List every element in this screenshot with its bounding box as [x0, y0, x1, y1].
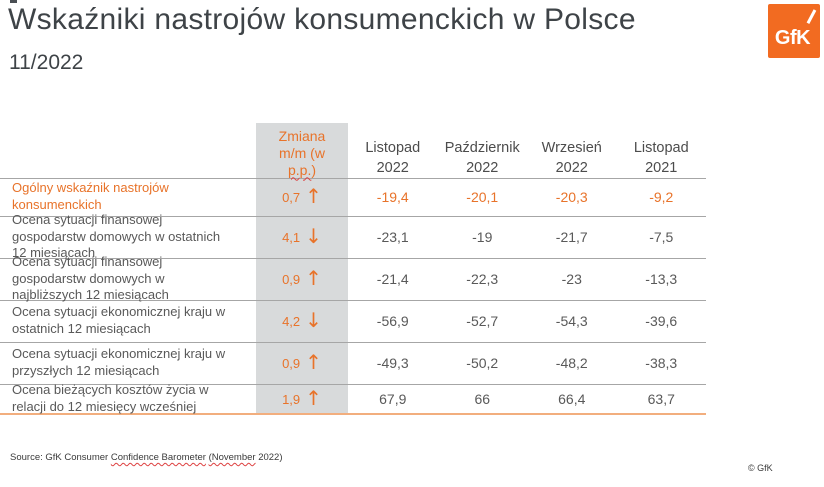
- table-row-household-finance-future: Ocena sytuacji finansowej gospodarstw do…: [0, 254, 706, 303]
- gfk-logo: GfK: [768, 4, 820, 58]
- change-column-background: [256, 123, 348, 414]
- source-wavy1: Confidence Barometer: [110, 452, 206, 463]
- value-cell: 66,4: [558, 391, 586, 407]
- row-separator: [0, 178, 706, 179]
- row-label: Ogólny wskaźnik nastrojów konsumenckich: [12, 180, 169, 212]
- row-label: Ocena sytuacji finansowej gospodarstw do…: [12, 211, 221, 261]
- value-cell: -20,3: [555, 189, 588, 205]
- value-cell: -38,3: [645, 355, 678, 371]
- row-separator: [0, 342, 706, 343]
- screenshot-artifact: [10, 0, 17, 3]
- change-header-line1: Zmiana: [278, 128, 326, 144]
- indicators-table: Zmiana m/m (w p.p.) Listopad 2022 Paździ…: [0, 123, 706, 415]
- month-header-pazdziernik-2022: Październik 2022: [444, 140, 520, 176]
- arrow-up-icon: ↑: [305, 385, 322, 410]
- arrow-up-icon: ↑: [305, 183, 322, 208]
- value-cell: -54,3: [555, 313, 588, 329]
- change-cell: 0,9 ↑: [256, 349, 348, 374]
- value-cell: 63,7: [647, 391, 675, 407]
- change-value: 4,2: [282, 313, 301, 329]
- source-part2: 2022): [255, 452, 283, 463]
- month-header-wrzesien-2022: Wrzesień 2022: [541, 140, 602, 176]
- change-value: 0,9: [282, 355, 301, 371]
- table-row-economy-past: Ocena sytuacji ekonomicznej kraju w osta…: [0, 300, 706, 342]
- value-cell: -9,2: [649, 189, 674, 205]
- month-header-row: Listopad 2022 Październik 2022 Wrzesień …: [348, 139, 706, 178]
- change-cell: 0,9 ↑: [256, 265, 348, 290]
- value-cell: -22,3: [466, 271, 499, 287]
- value-cell: -56,9: [376, 313, 409, 329]
- arrow-down-icon: ↓: [305, 223, 322, 248]
- value-cell: 67,9: [379, 391, 407, 407]
- value-cell: -52,7: [466, 313, 499, 329]
- page-title: Wskaźniki nastrojów konsumenckich w Pols…: [8, 3, 636, 36]
- source-wavy2: (November: [208, 452, 256, 463]
- table-row-cost-of-living: Ocena bieżących kosztów życia w relacji …: [0, 382, 706, 414]
- value-cell: -20,1: [466, 189, 499, 205]
- change-value: 1,9: [282, 391, 301, 407]
- value-cell: -21,4: [376, 271, 409, 287]
- table-row-economy-future: Ocena sytuacji ekonomicznej kraju w przy…: [0, 342, 706, 384]
- arrow-down-icon: ↓: [305, 307, 322, 332]
- arrow-up-icon: ↑: [305, 349, 322, 374]
- change-value: 4,1: [282, 229, 301, 245]
- value-cell: -19,4: [376, 189, 409, 205]
- logo-text: GfK: [774, 27, 811, 49]
- value-cell: -50,2: [466, 355, 499, 371]
- table-bottom-line: [0, 413, 706, 415]
- change-cell: 4,1 ↓: [256, 223, 348, 248]
- change-header-line2: m/m (w: [279, 144, 325, 161]
- value-cell: 66: [474, 391, 491, 407]
- change-cell: 0,7 ↑: [256, 183, 348, 208]
- change-cell: 4,2 ↓: [256, 307, 348, 332]
- value-cell: -23,1: [376, 229, 409, 245]
- row-separator: [0, 216, 706, 217]
- change-value: 0,9: [282, 271, 301, 287]
- source-part1: Source: GfK Consumer: [10, 452, 111, 463]
- change-column-header: Zmiana m/m (w p.p.): [256, 128, 348, 178]
- page-subtitle: 11/2022: [9, 51, 84, 74]
- row-label: Ocena sytuacji finansowej gospodarstw do…: [12, 253, 169, 303]
- month-header-listopad-2021: Listopad 2021: [633, 140, 689, 176]
- row-separator: [0, 258, 706, 259]
- change-header-line3: p.p.): [256, 162, 348, 179]
- row-separator: [0, 300, 706, 301]
- table-row-household-finance-past: Ocena sytuacji finansowej gospodarstw do…: [0, 212, 706, 261]
- value-cell: -39,6: [645, 313, 678, 329]
- value-cell: -21,7: [555, 229, 588, 245]
- value-cell: -19: [472, 229, 493, 245]
- logo-accent-slash-icon: [806, 9, 816, 24]
- row-label: Ocena bieżących kosztów życia w relacji …: [12, 382, 209, 414]
- value-cell: -48,2: [555, 355, 588, 371]
- arrow-up-icon: ↑: [305, 265, 322, 290]
- value-cell: -23: [561, 271, 582, 287]
- table-row-overall-index: Ogólny wskaźnik nastrojów konsumenckich …: [0, 178, 706, 216]
- row-label: Ocena sytuacji ekonomicznej kraju w przy…: [12, 346, 226, 378]
- change-cell: 1,9 ↑: [256, 385, 348, 410]
- change-value: 0,7: [282, 189, 301, 205]
- source-note: Source: GfK Consumer Confidence Baromete…: [10, 452, 283, 463]
- change-header-pp: p.p.: [287, 161, 312, 178]
- copyright-note: © GfK: [748, 463, 773, 473]
- change-header-paren: ): [311, 161, 317, 178]
- value-cell: -13,3: [645, 271, 678, 287]
- row-label: Ocena sytuacji ekonomicznej kraju w osta…: [12, 304, 226, 336]
- value-cell: -7,5: [649, 229, 674, 245]
- month-header-listopad-2022: Listopad 2022: [365, 140, 421, 176]
- value-cell: -49,3: [376, 355, 409, 371]
- row-separator: [0, 384, 706, 385]
